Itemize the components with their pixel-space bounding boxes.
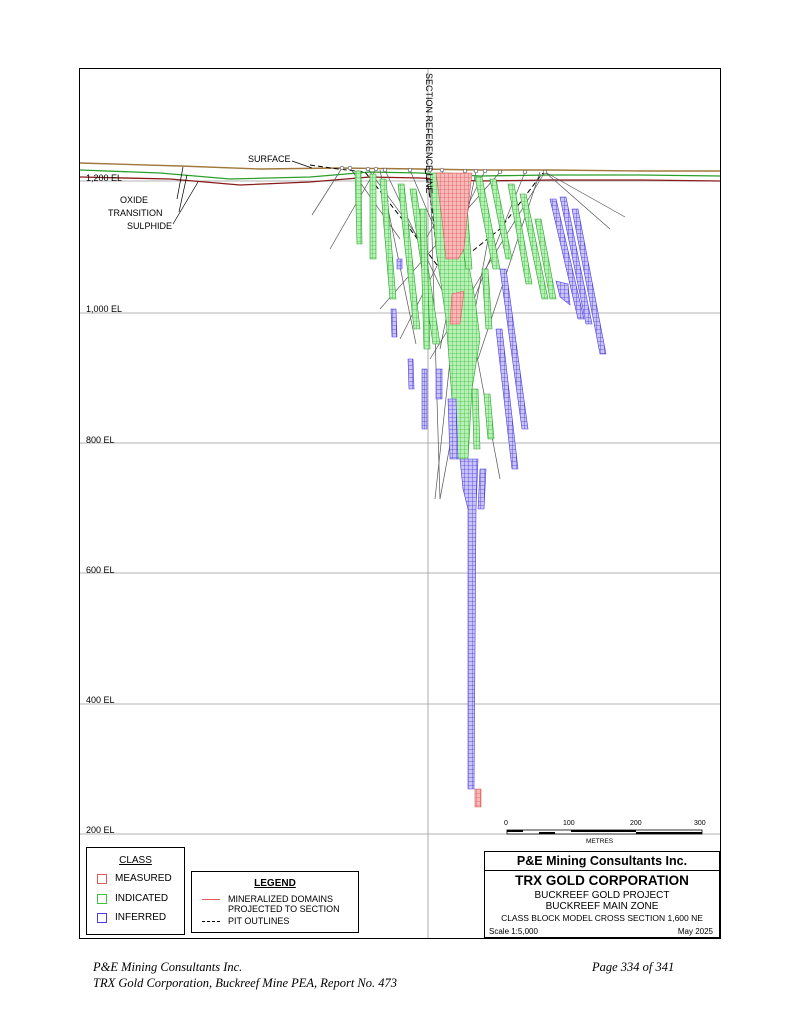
cross-section-figure: 1,200 EL 1,000 EL 800 EL 600 EL 400 EL 2…	[79, 68, 721, 939]
scale-bar: 0 100 200 300 METRES	[504, 820, 706, 851]
indicated-swatch	[97, 893, 107, 904]
mineralized-line-swatch	[202, 899, 220, 900]
client-name: TRX GOLD CORPORATION	[515, 873, 689, 888]
class-legend-title: CLASS	[119, 855, 152, 866]
class-inferred-label: INFERRED	[115, 912, 167, 923]
line-legend-title: LEGEND	[254, 878, 296, 889]
legend-pit-outlines-label: PIT OUTLINES	[228, 916, 290, 926]
scale-tick-0: 0	[504, 820, 508, 827]
class-indicated: INDICATED	[97, 893, 168, 904]
section-title: CLASS BLOCK MODEL CROSS SECTION 1,600 NE	[501, 913, 703, 923]
legend-mineralized-line-2: PROJECTED TO SECTION	[228, 904, 340, 914]
cross-section-drawing	[80, 69, 720, 938]
surface-line	[80, 162, 720, 172]
scale-unit: METRES	[586, 838, 614, 845]
class-legend: CLASS MEASURED INDICATED INFERRED	[86, 847, 185, 935]
elevation-label-1200: 1,200 EL	[86, 173, 123, 183]
section-reference-label: SECTION REFERENCE LINE	[424, 73, 434, 194]
elevation-label-400: 400 EL	[86, 695, 115, 705]
transition-line	[80, 176, 720, 186]
scale-text: Scale 1:5,000	[489, 927, 538, 936]
class-measured: MEASURED	[97, 873, 172, 884]
project-name: BUCKREEF GOLD PROJECT	[534, 890, 670, 901]
date-text: May 2025	[677, 927, 713, 936]
elevation-label-600: 600 EL	[86, 565, 115, 575]
company-name: P&E Mining Consultants Inc.	[485, 852, 719, 871]
measured-blocks	[435, 172, 482, 808]
scale-tick-200: 200	[630, 820, 642, 827]
elevation-label-200: 200 EL	[86, 825, 115, 835]
legend-mineralized-domains: MINERALIZED DOMAINS PROJECTED TO SECTION	[202, 894, 340, 914]
title-block: P&E Mining Consultants Inc. TRX GOLD COR…	[484, 851, 720, 938]
elevation-label-800: 800 EL	[86, 435, 115, 445]
measured-swatch	[97, 873, 107, 884]
oxide-line	[80, 169, 720, 180]
zone-name: BUCKREEF MAIN ZONE	[545, 901, 659, 912]
class-inferred: INFERRED	[97, 912, 166, 923]
line-legend: LEGEND MINERALIZED DOMAINS PROJECTED TO …	[191, 871, 359, 933]
inferred-swatch	[97, 912, 107, 923]
pit-outline-swatch	[202, 921, 220, 922]
sulphide-label: SULPHIDE	[127, 221, 173, 231]
scale-tick-100: 100	[563, 820, 575, 827]
class-indicated-label: INDICATED	[115, 893, 169, 904]
footer-company: P&E Mining Consultants Inc.	[93, 960, 243, 974]
inferred-blocks	[390, 196, 607, 790]
footer-page-number: Page 334 of 341	[592, 960, 675, 974]
legend-mineralized-line-1: MINERALIZED DOMAINS	[228, 894, 334, 904]
footer-report: TRX Gold Corporation, Buckreef Mine PEA,…	[93, 976, 398, 990]
scale-bar-graphic	[506, 829, 703, 835]
class-measured-label: MEASURED	[115, 873, 172, 884]
transition-label: TRANSITION	[108, 208, 163, 218]
surface-label: SURFACE	[248, 154, 291, 164]
elevation-gridlines	[80, 180, 720, 835]
scale-tick-300: 300	[694, 820, 706, 827]
oxide-label: OXIDE	[120, 195, 149, 205]
drillhole-collars	[339, 165, 548, 175]
elevation-label-1000: 1,000 EL	[86, 304, 123, 314]
legend-pit-outlines: PIT OUTLINES	[202, 916, 289, 926]
